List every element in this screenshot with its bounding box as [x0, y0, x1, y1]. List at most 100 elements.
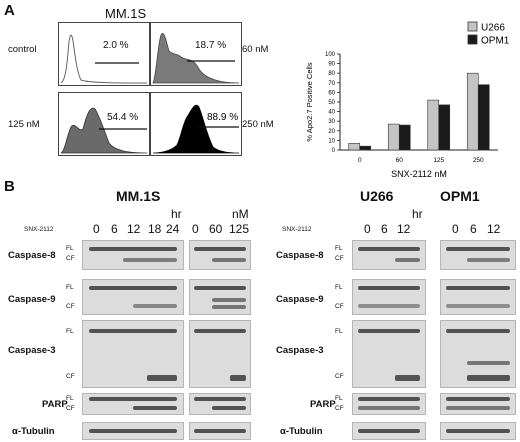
- bar-u266-125: [427, 99, 440, 151]
- blot-caspase3-u266: [352, 320, 426, 388]
- drug-label-mm1s: SNX-2112: [24, 226, 54, 233]
- blot-caspase3-time: [82, 320, 184, 388]
- histogram-trace: [152, 33, 240, 84]
- x-tick-label: 0: [358, 157, 362, 164]
- bar-opm1-60: [398, 124, 411, 151]
- fl-label: FL: [335, 328, 343, 335]
- blot-title-mm1s: MM.1S: [116, 188, 161, 204]
- drug-label-u266: SNX-2112: [282, 226, 312, 233]
- fl-label: FL: [66, 284, 74, 291]
- lane-label: 6: [470, 222, 477, 236]
- lane-label: 0: [93, 222, 100, 236]
- blot-parp-time: [82, 393, 184, 415]
- cf-label: CF: [335, 405, 344, 412]
- percent-positive: 54.4 %: [107, 112, 139, 123]
- blot-tubulin-time: [82, 422, 184, 440]
- flow-histogram-control: 2.0 %: [58, 22, 150, 86]
- blot-caspase8-time: [82, 240, 184, 270]
- blot-caspase8-u266: [352, 240, 426, 270]
- blot-parp-u266: [352, 393, 426, 415]
- y-tick-label: 30: [328, 119, 335, 125]
- x-tick-label: 125: [433, 157, 444, 164]
- row-label-tubulin: α-Tubulin: [280, 426, 323, 437]
- y-tick-label: 100: [325, 52, 336, 58]
- row-label-caspase-9: Caspase-9: [276, 294, 324, 305]
- blot-caspase9-time: [82, 279, 184, 315]
- fl-label: FL: [335, 395, 343, 402]
- row-label-caspase-3: Caspase-3: [276, 345, 324, 356]
- bar-u266-250: [466, 72, 479, 151]
- percent-positive: 2.0 %: [103, 40, 129, 51]
- blot-caspase3-opm1: [440, 320, 516, 388]
- bar-opm1-250: [477, 84, 490, 151]
- lane-label: 0: [192, 222, 199, 236]
- lane-label: 0: [364, 222, 371, 236]
- blot-caspase9-u266: [352, 279, 426, 315]
- lane-label: 12: [397, 222, 411, 236]
- apoptosis-bar-chart: 0 10 20 30 40 50 60 70 80 90 100 % Apo2.7 Positive …: [305, 21, 510, 179]
- legend-swatch-opm1: [467, 34, 478, 45]
- y-tick-label: 90: [328, 62, 335, 68]
- row-label-parp: PARP: [310, 399, 336, 410]
- x-tick-label: 60: [396, 157, 404, 164]
- bar-opm1-125: [438, 104, 451, 151]
- blot-parp-opm1: [440, 393, 516, 415]
- y-tick-label: 50: [328, 100, 335, 106]
- panel-b-label: B: [4, 178, 15, 195]
- cf-label: CF: [66, 405, 75, 412]
- blot-tubulin-u266: [352, 422, 426, 440]
- cf-label: CF: [66, 303, 75, 310]
- blot-caspase8-dose: [189, 240, 251, 270]
- y-tick-label: 10: [328, 138, 335, 144]
- lane-label: 125: [229, 222, 250, 236]
- blot-caspase8-opm1: [440, 240, 516, 270]
- condition-label-250: 250 nM: [242, 119, 274, 130]
- legend-label-opm1: OPM1: [481, 36, 510, 47]
- blot-tubulin-opm1: [440, 422, 516, 440]
- percent-positive: 18.7 %: [195, 40, 227, 51]
- fl-label: FL: [335, 284, 343, 291]
- cf-label: CF: [335, 255, 344, 262]
- bar-u266-60: [387, 123, 400, 151]
- condition-label-60: 60 nM: [242, 44, 269, 55]
- blot-caspase3-dose: [189, 320, 251, 388]
- y-tick-label: 70: [328, 81, 335, 87]
- y-axis-label: % Apo2.7 Positive Cells: [305, 62, 314, 141]
- row-label-caspase-8: Caspase-8: [276, 250, 324, 261]
- fl-label: FL: [66, 328, 74, 335]
- fl-label: FL: [66, 245, 74, 252]
- lane-label: 24: [166, 222, 180, 236]
- lane-label: 18: [148, 222, 162, 236]
- lane-label: 6: [381, 222, 388, 236]
- histogram-trace: [152, 104, 240, 154]
- blot-caspase9-dose: [189, 279, 251, 315]
- lane-label: 12: [127, 222, 141, 236]
- y-tick-label: 40: [328, 110, 335, 116]
- legend-swatch-u266: [467, 21, 478, 32]
- dose-unit: nM: [232, 207, 249, 221]
- y-tick-label: 0: [332, 148, 336, 154]
- percent-positive: 88.9 %: [207, 112, 239, 123]
- condition-label-control: control: [8, 44, 37, 55]
- row-label-parp: PARP: [42, 399, 68, 410]
- cf-label: CF: [335, 373, 344, 380]
- bar-opm1-0: [359, 145, 372, 151]
- blot-title-u266: U266: [360, 188, 394, 204]
- condition-label-125: 125 nM: [8, 119, 40, 130]
- flow-histogram-60nm: 18.7 %: [150, 22, 242, 86]
- flow-cell-line-title: MM.1S: [105, 6, 147, 21]
- panel-a-label: A: [4, 2, 15, 19]
- y-tick-label: 20: [328, 129, 335, 135]
- histogram-trace: [60, 107, 148, 154]
- blot-title-opm1: OPM1: [440, 188, 480, 204]
- row-label-caspase-8: Caspase-8: [8, 250, 56, 261]
- lane-label: 0: [452, 222, 459, 236]
- flow-histogram-250nm: 88.9 %: [150, 92, 242, 156]
- fl-label: FL: [66, 395, 74, 402]
- row-label-caspase-9: Caspase-9: [8, 294, 56, 305]
- x-tick-label: 250: [473, 157, 484, 164]
- y-tick-label: 80: [328, 71, 335, 77]
- row-label-tubulin: α-Tubulin: [12, 426, 55, 437]
- cf-label: CF: [335, 303, 344, 310]
